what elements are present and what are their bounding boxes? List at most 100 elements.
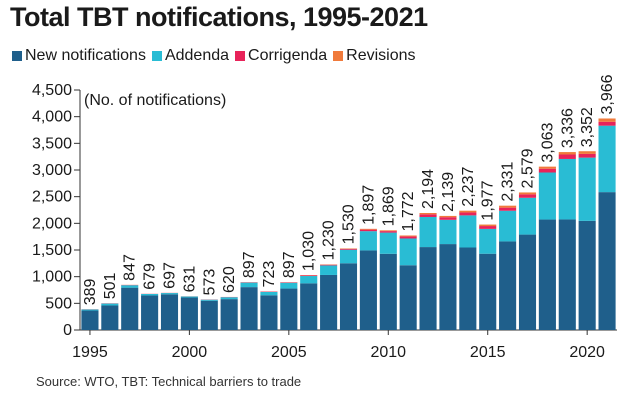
total-label-1996: 501 <box>102 272 119 299</box>
total-label-2006: 1,030 <box>301 231 318 271</box>
bar-addenda-2021 <box>598 125 616 193</box>
total-label-2019: 3,336 <box>559 108 576 148</box>
y-tick-label: 2,000 <box>32 215 72 232</box>
x-tick-label: 2015 <box>470 344 506 361</box>
bar-addenda-2011 <box>399 238 417 266</box>
bar-addenda-2008 <box>339 249 358 264</box>
legend-item-addenda: Addenda <box>151 47 230 65</box>
bar-revisions-2015 <box>479 224 497 227</box>
legend-label-revisions: Revisions <box>346 47 416 64</box>
bar-new-notifications-1995 <box>81 310 99 330</box>
legend-swatch-corrigenda <box>235 51 246 61</box>
bar-revisions-2020 <box>578 151 596 154</box>
y-tick-label: 1,000 <box>32 269 72 286</box>
source-note: Source: WTO, TBT: Technical barriers to … <box>36 374 302 389</box>
bar-addenda-2014 <box>459 215 477 248</box>
legend-item-corrigenda: Corrigenda <box>235 47 327 65</box>
total-label-2003: 897 <box>241 251 258 278</box>
bar-addenda-2013 <box>439 219 457 245</box>
bar-series-group <box>81 118 616 330</box>
bar-new-notifications-1996 <box>101 305 119 330</box>
total-label-2005: 897 <box>281 251 298 278</box>
bar-addenda-2006 <box>300 276 318 284</box>
legend-swatch-revisions <box>333 51 344 61</box>
y-tick-label: 0 <box>63 322 72 339</box>
total-label-2020: 3,352 <box>579 107 596 147</box>
bar-corrigenda-2016 <box>499 207 517 211</box>
chart-legend: New notifications Addenda Corrigenda Rev… <box>12 47 422 65</box>
bar-new-notifications-2001 <box>200 300 218 330</box>
bar-corrigenda-2019 <box>558 154 576 159</box>
total-label-2013: 2,139 <box>440 172 457 212</box>
bar-revisions-2010 <box>379 230 397 232</box>
bar-new-notifications-2017 <box>518 234 537 330</box>
bar-new-notifications-2005 <box>280 288 298 330</box>
bar-corrigenda-2011 <box>399 236 417 239</box>
bar-new-notifications-2006 <box>300 283 318 330</box>
bar-new-notifications-2004 <box>260 295 278 330</box>
bar-corrigenda-2015 <box>479 226 497 229</box>
legend-label-corrigenda: Corrigenda <box>248 47 328 64</box>
total-label-2015: 1,977 <box>480 180 497 220</box>
bar-revisions-2012 <box>419 212 437 215</box>
bar-revisions-2016 <box>499 205 517 208</box>
legend-swatch-new-notifications <box>12 51 22 61</box>
x-tick-label: 2020 <box>569 344 605 361</box>
total-label-2018: 3,063 <box>539 122 556 162</box>
bar-new-notifications-2009 <box>359 250 377 330</box>
total-label-2021: 3,966 <box>599 74 616 114</box>
bar-corrigenda-2017 <box>518 194 537 198</box>
total-label-2009: 1,897 <box>360 185 377 225</box>
bar-corrigenda-2013 <box>439 217 457 220</box>
bar-addenda-1995 <box>81 309 99 311</box>
y-tick-label: 4,500 <box>32 82 72 99</box>
bar-revisions-2017 <box>518 192 537 195</box>
bar-addenda-2016 <box>499 210 517 242</box>
total-label-1999: 697 <box>162 262 179 289</box>
y-tick-label: 500 <box>45 295 72 312</box>
bar-new-notifications-1998 <box>141 295 159 330</box>
total-label-1995: 389 <box>82 278 99 305</box>
bar-addenda-2002 <box>220 297 238 300</box>
total-label-2007: 1,230 <box>321 220 338 260</box>
bar-revisions-2019 <box>558 152 576 155</box>
bar-addenda-2004 <box>260 291 278 296</box>
bar-addenda-2019 <box>558 158 576 220</box>
bar-new-notifications-2020 <box>578 220 596 330</box>
bar-new-notifications-2016 <box>499 241 517 330</box>
bar-addenda-2003 <box>240 282 258 288</box>
y-tick-label: 1,500 <box>32 242 72 259</box>
y-axis-label: (No. of notifications) <box>84 92 226 109</box>
bar-addenda-2012 <box>419 216 437 248</box>
x-tick-label: 2005 <box>271 344 307 361</box>
bar-corrigenda-2010 <box>379 231 397 233</box>
total-label-2010: 1,869 <box>380 186 397 226</box>
bar-corrigenda-2007 <box>320 264 338 266</box>
y-tick-label: 2,500 <box>32 189 72 206</box>
total-label-2014: 2,237 <box>460 167 477 207</box>
bar-addenda-2010 <box>379 232 397 254</box>
bar-corrigenda-2020 <box>578 153 596 158</box>
bar-addenda-2020 <box>578 157 596 221</box>
bar-addenda-1997 <box>121 285 139 288</box>
bar-new-notifications-2014 <box>459 247 477 330</box>
bar-new-notifications-2021 <box>598 192 616 330</box>
total-label-2016: 2,331 <box>500 162 517 202</box>
y-tick-label: 3,000 <box>32 162 72 179</box>
total-label-2002: 620 <box>221 266 238 293</box>
legend-label-new-notifications: New notifications <box>25 47 146 64</box>
bar-addenda-2017 <box>518 197 537 235</box>
bar-new-notifications-2002 <box>220 299 238 330</box>
total-label-2001: 573 <box>201 269 218 296</box>
total-label-2008: 1,530 <box>341 204 358 244</box>
bar-revisions-2018 <box>538 166 556 169</box>
bar-addenda-2001 <box>200 299 218 301</box>
bar-addenda-1998 <box>141 294 159 296</box>
x-tick-label: 1995 <box>72 344 108 361</box>
total-label-2000: 631 <box>181 266 198 293</box>
bar-revisions-2013 <box>439 215 457 218</box>
bar-addenda-1996 <box>101 303 119 306</box>
legend-label-addenda: Addenda <box>164 47 230 64</box>
